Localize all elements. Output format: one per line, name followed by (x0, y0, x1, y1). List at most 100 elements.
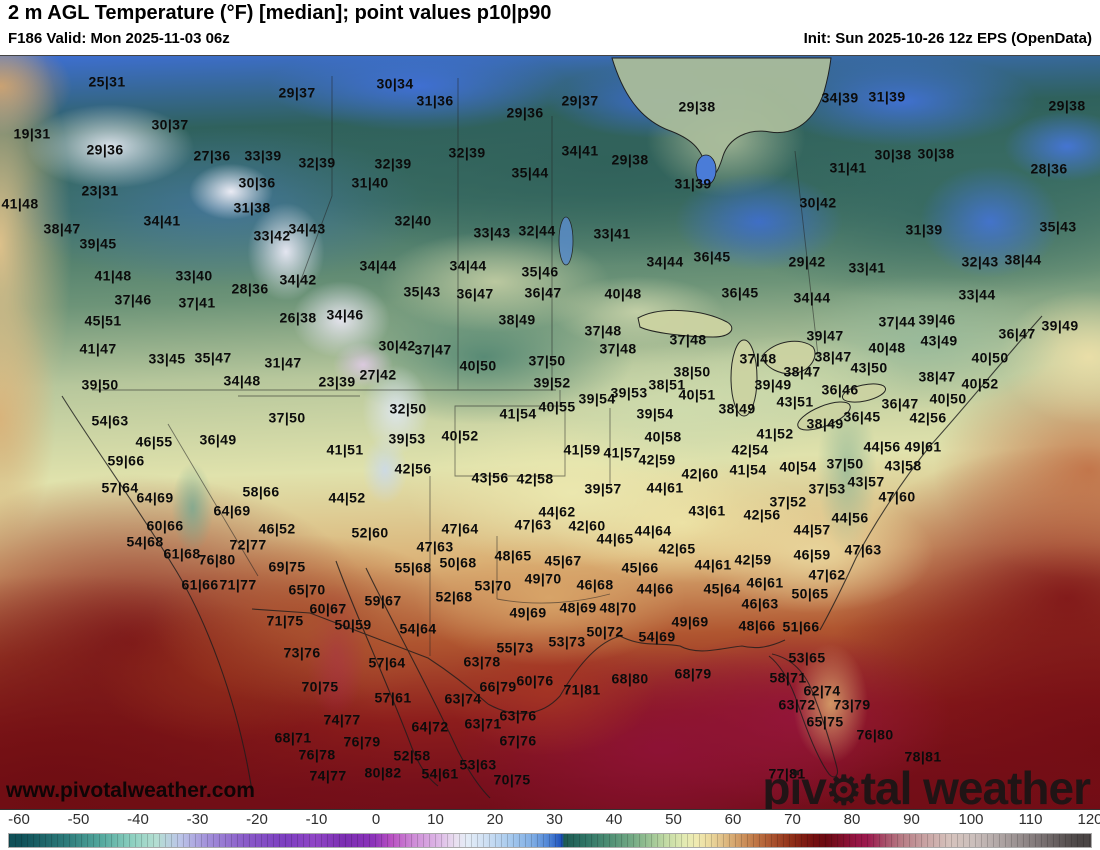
point-value: 44|56 (863, 438, 901, 455)
colorbar-tick-label: 70 (784, 811, 801, 828)
colorbar-tick-label: -30 (186, 811, 209, 828)
point-value: 43|61 (688, 502, 726, 519)
colorbar-tick-label: 80 (843, 811, 861, 828)
point-value: 65|75 (806, 713, 844, 730)
colorbar: -60 -50 -40 -30 -20 -10 0 10 20 30 40 50 60 70 80 90 100… (0, 810, 1100, 850)
point-value: 29|37 (278, 84, 316, 101)
point-value: 32|40 (394, 212, 432, 229)
point-value: 32|50 (389, 400, 427, 417)
point-value: 70|75 (493, 771, 531, 788)
point-value: 32|39 (298, 154, 336, 171)
point-value: 38|49 (718, 400, 756, 417)
point-value: 34|44 (793, 289, 831, 306)
point-value: 45|51 (84, 312, 122, 329)
point-value: 40|50 (971, 349, 1009, 366)
point-value: 37|47 (414, 341, 452, 358)
point-value: 44|56 (831, 509, 869, 526)
point-value: 42|60 (681, 465, 719, 482)
point-value: 42|59 (734, 551, 772, 568)
point-value: 35|46 (521, 263, 559, 280)
colorbar-tick-label: 90 (903, 811, 920, 828)
point-value: 48|66 (738, 617, 776, 634)
point-value: 47|64 (441, 520, 479, 537)
point-value: 46|68 (576, 576, 614, 593)
point-value: 25|31 (88, 73, 126, 90)
point-value: 36|45 (693, 248, 731, 265)
point-value: 39|54 (636, 405, 674, 422)
colorbar-tick-label: -40 (127, 811, 149, 828)
point-value: 44|57 (793, 521, 831, 538)
point-value: 49|69 (509, 604, 547, 621)
point-value: 35|43 (403, 283, 441, 300)
point-value: 63|71 (464, 715, 502, 732)
point-value: 67|76 (499, 732, 537, 749)
point-value: 38|47 (783, 363, 821, 380)
point-value: 43|51 (776, 393, 814, 410)
point-value: 19|31 (13, 125, 51, 142)
point-value: 42|60 (568, 517, 606, 534)
point-value: 66|79 (479, 678, 517, 695)
point-value: 31|39 (868, 88, 906, 105)
point-value: 29|36 (506, 104, 544, 121)
point-value: 42|56 (743, 506, 781, 523)
point-value: 37|53 (808, 480, 846, 497)
point-value: 39|49 (1041, 317, 1079, 334)
gear-icon: ⚙ (825, 769, 862, 810)
point-value: 65|70 (288, 581, 326, 598)
point-value: 53|63 (459, 756, 497, 773)
point-value: 39|45 (79, 235, 117, 252)
point-value: 37|48 (599, 340, 637, 357)
point-value: 42|56 (909, 409, 947, 426)
point-value: 50|72 (586, 623, 624, 640)
point-value: 41|47 (79, 340, 117, 357)
point-value: 68|71 (274, 729, 312, 746)
logo-text-pre: piv (762, 762, 826, 810)
point-value: 38|44 (1004, 251, 1042, 268)
point-value: 38|47 (918, 368, 956, 385)
point-value: 41|48 (1, 195, 39, 212)
watermark: www.pivotalweather.com (6, 779, 255, 802)
point-value: 36|46 (821, 381, 859, 398)
point-value: 36|45 (843, 408, 881, 425)
point-value: 42|56 (394, 460, 432, 477)
point-value: 40|52 (441, 427, 479, 444)
point-value: 55|68 (394, 559, 432, 576)
point-value: 47|63 (416, 538, 454, 555)
point-value: 43|50 (850, 359, 888, 376)
point-value: 35|44 (511, 164, 549, 181)
point-value: 76|79 (343, 733, 381, 750)
header: 2 m AGL Temperature (°F) [median]; point… (0, 0, 1100, 55)
point-value: 29|38 (678, 98, 716, 115)
point-value: 39|53 (388, 430, 426, 447)
point-value: 29|38 (1048, 97, 1086, 114)
point-value: 40|48 (868, 339, 906, 356)
point-value: 46|52 (258, 520, 296, 537)
point-value: 45|64 (703, 580, 741, 597)
point-value: 23|39 (318, 373, 356, 390)
point-value: 71|81 (563, 681, 601, 698)
point-value: 40|51 (678, 386, 716, 403)
lake-winnipeg (558, 216, 574, 266)
colorbar-tick-label: 120 (1077, 811, 1100, 828)
point-value: 38|49 (806, 415, 844, 432)
point-value: 30|38 (874, 146, 912, 163)
point-value: 30|38 (917, 145, 955, 162)
point-value: 38|49 (498, 311, 536, 328)
point-value: 47|63 (514, 516, 552, 533)
valid-time-label: F186 Valid: Mon 2025-11-03 06z (8, 30, 230, 47)
point-value: 34|44 (359, 257, 397, 274)
point-value: 71|75 (266, 612, 304, 629)
point-value: 47|63 (844, 541, 882, 558)
point-value: 37|52 (769, 493, 807, 510)
point-value: 39|47 (806, 327, 844, 344)
point-value: 45|66 (621, 559, 659, 576)
point-value: 53|65 (788, 649, 826, 666)
point-value: 41|59 (563, 441, 601, 458)
point-value: 32|44 (518, 222, 556, 239)
point-value: 44|66 (636, 580, 674, 597)
point-value: 44|61 (646, 479, 684, 496)
point-value: 31|39 (674, 175, 712, 192)
point-value: 40|55 (538, 398, 576, 415)
point-value: 60|76 (516, 672, 554, 689)
point-value: 32|43 (961, 253, 999, 270)
